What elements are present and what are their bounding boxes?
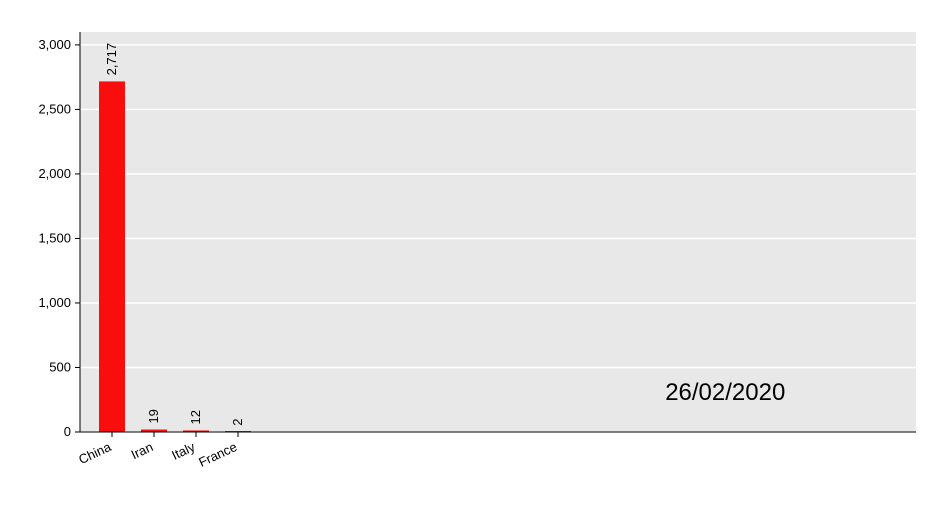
plot-bg bbox=[80, 32, 916, 432]
bar-value-label: 2 bbox=[230, 419, 245, 426]
y-tick-label: 1,500 bbox=[38, 230, 71, 245]
y-tick-label: 1,000 bbox=[38, 295, 71, 310]
bar-value-label: 19 bbox=[146, 409, 161, 423]
chart-container: 2,7171912205001,0001,5002,0002,5003,000C… bbox=[0, 0, 936, 509]
bar bbox=[99, 81, 125, 432]
y-tick-label: 2,500 bbox=[38, 101, 71, 116]
y-tick-label: 2,000 bbox=[38, 166, 71, 181]
y-tick-label: 500 bbox=[49, 359, 71, 374]
y-tick-label: 0 bbox=[64, 424, 71, 439]
y-tick-label: 3,000 bbox=[38, 37, 71, 52]
bar-value-label: 2,717 bbox=[104, 43, 119, 76]
annotation-date: 26/02/2020 bbox=[665, 379, 785, 406]
bar-chart: 2,7171912205001,0001,5002,0002,5003,000C… bbox=[0, 0, 936, 504]
bar-value-label: 12 bbox=[188, 410, 203, 424]
